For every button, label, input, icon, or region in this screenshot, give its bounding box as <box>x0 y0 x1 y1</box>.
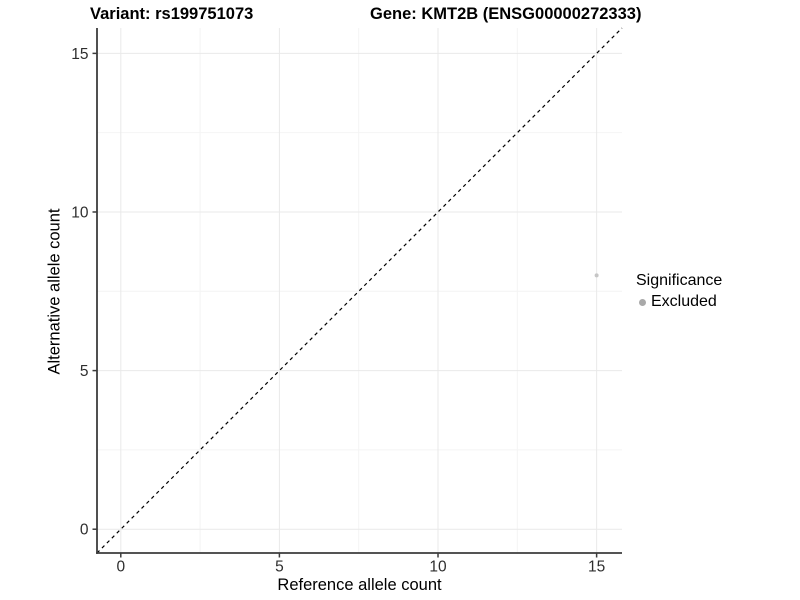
axis-lines <box>96 28 622 554</box>
legend-point-icon <box>639 298 646 306</box>
legend: Significance Excluded <box>636 271 722 311</box>
x-tick-label: 0 <box>116 559 125 576</box>
y-tick-label: 15 <box>71 46 88 63</box>
x-tick-label: 5 <box>275 559 284 576</box>
y-tick-label: 10 <box>71 204 89 221</box>
legend-title: Significance <box>636 272 723 289</box>
grid-minor <box>97 28 622 553</box>
identity-dashed-line <box>96 27 623 554</box>
legend-item-excluded: Excluded <box>636 293 722 311</box>
y-axis-title: Alternative allele count <box>45 208 64 375</box>
y-axis-ticks: 0 5 10 15 <box>71 46 97 539</box>
x-axis-title: Reference allele count <box>277 576 442 594</box>
plot-title-gene: Gene: KMT2B (ENSG00000272333) <box>370 5 642 23</box>
legend-item-label: Excluded <box>651 293 717 310</box>
y-tick-label: 5 <box>80 363 89 380</box>
y-tick-label: 0 <box>80 522 89 539</box>
data-points <box>594 273 599 278</box>
x-axis-ticks: 0 5 10 15 <box>116 553 605 576</box>
x-tick-label: 10 <box>429 559 447 576</box>
plot-title-variant: Variant: rs199751073 <box>90 5 254 23</box>
x-tick-label: 15 <box>588 559 605 576</box>
data-point <box>594 273 599 278</box>
grid-major <box>97 28 622 553</box>
